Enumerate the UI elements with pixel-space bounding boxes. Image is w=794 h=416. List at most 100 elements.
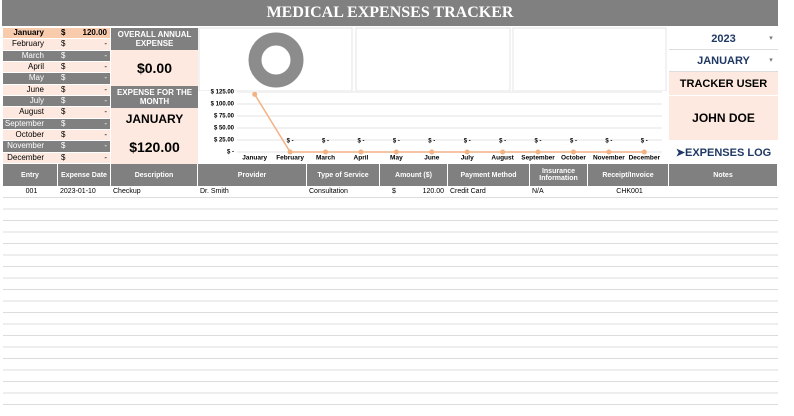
cell: 2023-01-10	[60, 188, 96, 196]
x-tick-label: July	[461, 155, 474, 162]
column-header: Type of Service	[307, 164, 380, 186]
currency: $	[58, 141, 74, 153]
month-amount: -	[74, 50, 110, 62]
data-label: $ -	[464, 139, 471, 145]
month-amount: -	[74, 61, 110, 74]
y-tick-label: $ -	[227, 150, 234, 156]
column-header: Entry	[3, 164, 58, 186]
month-name: October	[3, 129, 58, 142]
data-label: $ -	[357, 139, 364, 145]
log-link[interactable]: ➤EXPENSES LOG	[675, 146, 772, 159]
point	[570, 149, 576, 155]
currency: $	[58, 107, 74, 119]
column-header: Insurance Information	[530, 164, 588, 186]
card-value: JANUARY	[111, 108, 198, 130]
x-tick-label: November	[593, 155, 625, 162]
x-tick-label: February	[276, 155, 304, 162]
month-name: June	[3, 84, 58, 96]
month-amount: -	[74, 152, 110, 164]
column-header: Description	[111, 164, 198, 186]
dropdown-arrow: ▾	[769, 35, 773, 43]
point	[641, 149, 647, 155]
point	[464, 149, 470, 155]
y-tick-label: $ 75.00	[214, 114, 235, 120]
currency: $	[58, 50, 74, 62]
column-header: Amount ($)	[380, 164, 448, 186]
card-label: OVERALL ANNUAL EXPENSE	[111, 28, 198, 50]
currency: $	[58, 61, 74, 74]
data-label: $ -	[393, 139, 400, 145]
currency: $	[58, 28, 74, 40]
data-label: $ -	[605, 139, 612, 145]
card-value: $0.00	[111, 50, 198, 86]
y-tick-label: $ 100.00	[211, 102, 235, 108]
month-name: November	[3, 141, 58, 153]
chart-box	[512, 27, 667, 92]
cell: $	[392, 188, 396, 196]
month-amount: -	[74, 73, 110, 85]
cell: Consultation	[309, 188, 348, 196]
currency: $	[58, 129, 74, 142]
column-header: Notes	[669, 164, 778, 186]
x-tick-label: June	[424, 155, 440, 162]
month-amount: -	[74, 118, 110, 130]
x-tick-label: January	[242, 155, 267, 162]
point	[252, 91, 258, 97]
point	[535, 149, 541, 155]
x-tick-label: September	[521, 155, 555, 162]
chart-box	[355, 27, 511, 92]
x-tick-label: April	[354, 155, 369, 162]
donut	[248, 32, 304, 88]
x-tick-label: May	[390, 155, 403, 162]
month-amount: -	[74, 129, 110, 142]
month-amount: 120.00	[74, 28, 110, 40]
data-label: $ -	[287, 139, 294, 145]
x-tick-label: March	[316, 155, 335, 162]
user-label: TRACKER USER	[669, 72, 778, 96]
data-label: $ -	[641, 139, 648, 145]
card-label: EXPENSE FOR THE MONTH	[111, 86, 198, 108]
month-dropdown[interactable]: JANUARY	[669, 50, 778, 72]
month-amount: -	[74, 107, 110, 119]
currency: $	[58, 118, 74, 130]
month-amount: -	[74, 141, 110, 153]
cell: CHK001	[616, 188, 643, 196]
year-dropdown[interactable]: 2023	[669, 28, 778, 50]
y-tick-label: $ 125.00	[211, 90, 235, 96]
month-name: August	[3, 107, 58, 119]
data-label: $ -	[499, 139, 506, 145]
point	[606, 149, 612, 155]
data-label: $ -	[428, 139, 435, 145]
card-value: $120.00	[111, 130, 198, 164]
y-tick-label: $ 50.00	[214, 126, 235, 132]
point	[358, 149, 364, 155]
month-name: February	[3, 39, 58, 51]
point	[393, 149, 399, 155]
dropdown-arrow: ▾	[769, 57, 773, 65]
month-name: March	[3, 50, 58, 62]
month-amount: -	[74, 95, 110, 108]
currency: $	[58, 95, 74, 108]
cell: 001	[25, 188, 38, 196]
x-tick-label: December	[629, 155, 661, 162]
point	[287, 149, 293, 155]
month-name: December	[3, 152, 58, 164]
cell: Checkup	[113, 188, 141, 196]
month-name: July	[3, 95, 58, 108]
currency: $	[58, 39, 74, 51]
point	[323, 149, 329, 155]
x-tick-label: October	[561, 155, 586, 162]
column-header: Provider	[198, 164, 307, 186]
user-name: JOHN DOE	[669, 96, 778, 140]
data-label: $ -	[535, 139, 542, 145]
point	[500, 149, 506, 155]
title-bar: MEDICAL EXPENSES TRACKER	[2, 0, 778, 26]
column-header: Expense Date	[58, 164, 111, 186]
line	[254, 94, 645, 153]
currency: $	[58, 84, 74, 96]
cell: Credit Card	[450, 188, 486, 196]
month-name: April	[3, 61, 58, 74]
data-label: $ -	[570, 139, 577, 145]
